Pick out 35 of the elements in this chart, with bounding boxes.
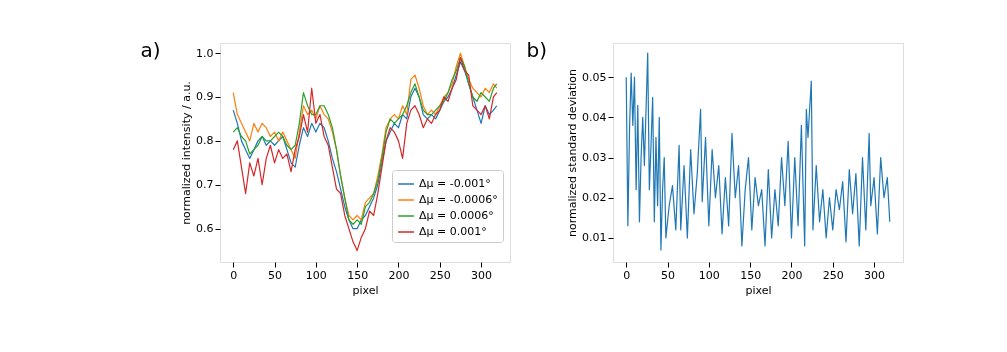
legend-label: Δμ = 0.001° <box>419 225 487 238</box>
x-tick-label: 200 <box>388 268 410 282</box>
y-tick-label: 0.03 <box>582 151 607 165</box>
y-axis-title: normalized standard deviation <box>566 68 580 238</box>
legend-label: Δμ = -0.001° <box>419 177 491 190</box>
legend-label: Δμ = -0.0006° <box>419 193 498 206</box>
x-tick-label: 300 <box>471 268 493 282</box>
y-tick-label: 0.02 <box>582 191 607 205</box>
x-axis-title: pixel <box>745 283 772 297</box>
y-axis-title: normalized intensity / a.u. <box>180 81 194 225</box>
x-tick-label: 100 <box>305 268 327 282</box>
x-tick-label: 200 <box>781 268 803 282</box>
y-tick-label: 0.9 <box>196 90 214 104</box>
x-tick-label: 50 <box>661 268 676 282</box>
y-tick-label: 1.0 <box>196 46 214 60</box>
x-tick-label: 50 <box>268 268 283 282</box>
x-tick-label: 0 <box>230 268 238 282</box>
x-tick-label: 250 <box>429 268 451 282</box>
x-axis-title: pixel <box>352 283 379 297</box>
x-tick-label: 150 <box>740 268 762 282</box>
y-tick-label: 0.04 <box>582 110 607 124</box>
chart-title: a) <box>140 38 161 62</box>
chart-title: b) <box>526 38 548 62</box>
x-tick-label: 250 <box>822 268 844 282</box>
line-series <box>625 52 891 251</box>
y-tick-label: 0.7 <box>196 178 214 192</box>
y-tick-label: 0.6 <box>196 222 214 236</box>
x-tick-label: 100 <box>698 268 720 282</box>
x-tick-label: 150 <box>347 268 369 282</box>
y-tick-label: 0.01 <box>582 231 607 245</box>
x-tick-label: 300 <box>864 268 886 282</box>
legend-label: Δμ = 0.0006° <box>419 209 494 222</box>
x-tick-label: 0 <box>623 268 631 282</box>
y-tick-label: 0.05 <box>582 70 607 84</box>
y-tick-label: 0.8 <box>196 134 214 148</box>
